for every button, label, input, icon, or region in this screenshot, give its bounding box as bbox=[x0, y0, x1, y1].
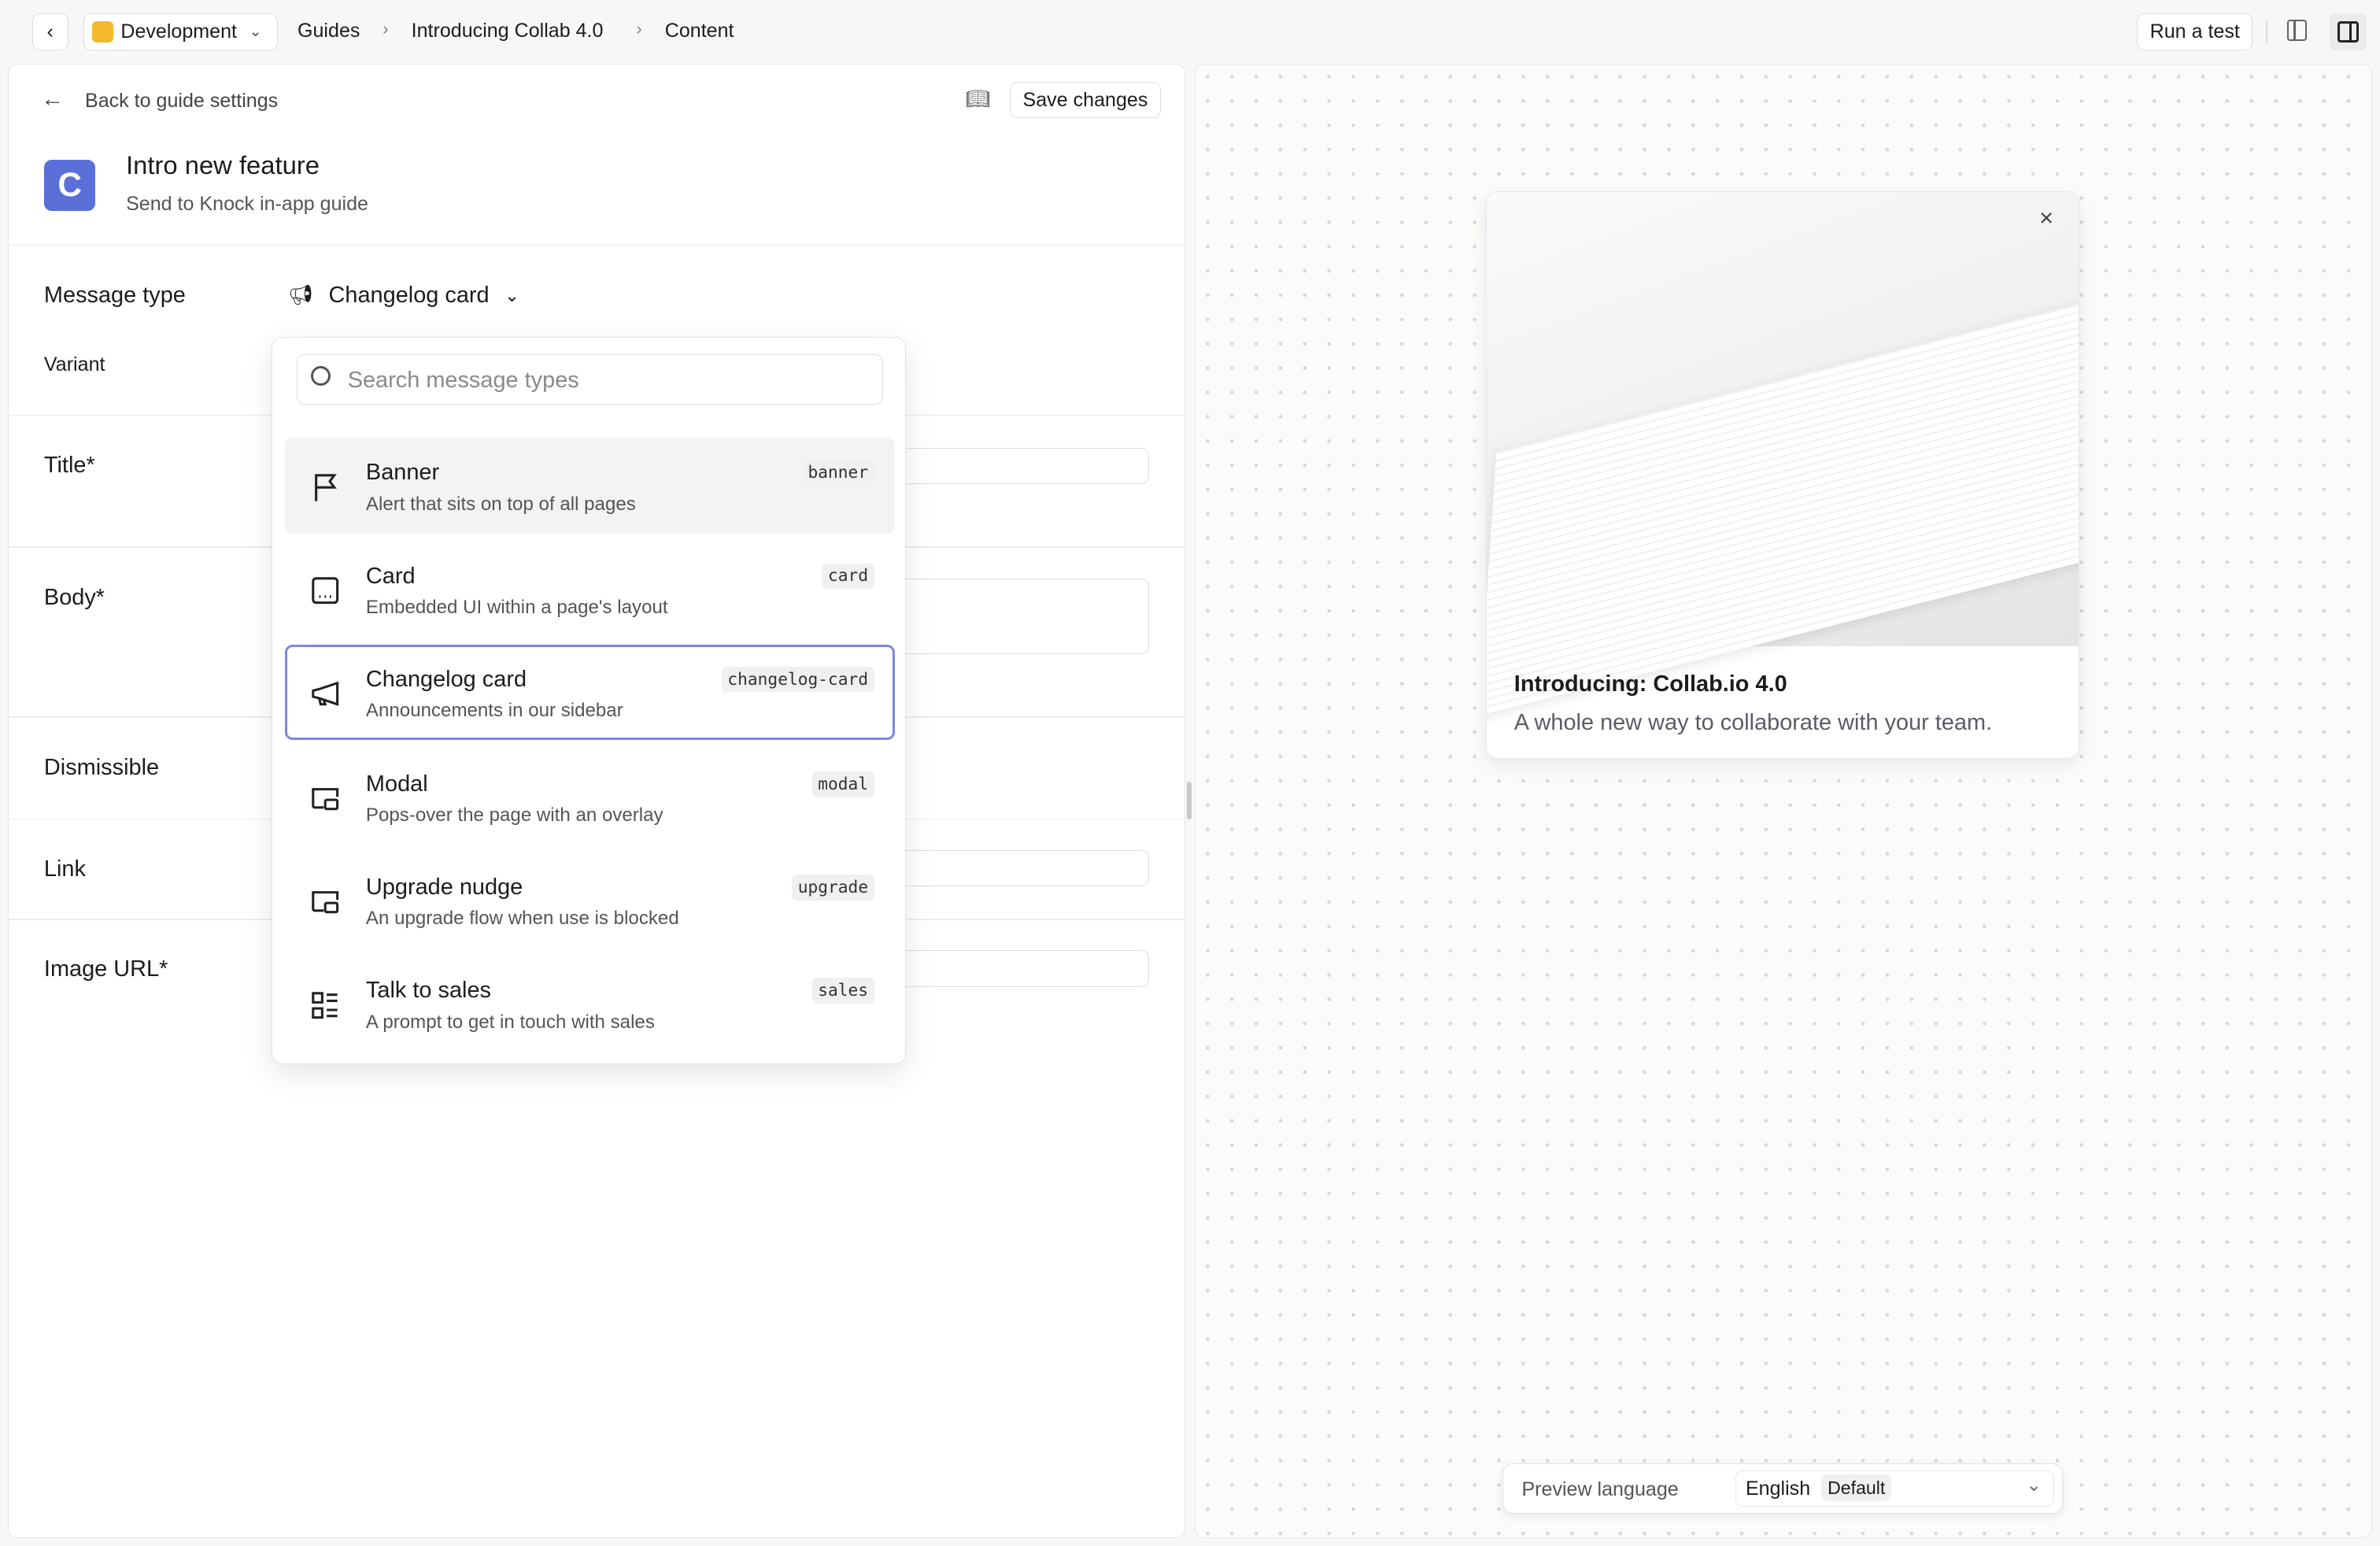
book-icon[interactable]: 📖︎ bbox=[965, 87, 991, 110]
option-description: Pops-over the page with an overlay bbox=[365, 804, 663, 827]
close-icon[interactable]: × bbox=[2039, 204, 2054, 232]
preview-language-bar: Preview language English Default ⌄ bbox=[1502, 1463, 2063, 1514]
chevron-down-icon: ⌄ bbox=[504, 284, 520, 305]
link-label: Link bbox=[43, 856, 86, 882]
guide-logo: C bbox=[43, 159, 96, 212]
card-title: Introducing: Collab.io 4.0 bbox=[1513, 671, 1787, 697]
option-description: Announcements in our sidebar bbox=[365, 700, 623, 722]
option-name: Card bbox=[365, 563, 416, 589]
preview-language-select[interactable]: English Default ⌄ bbox=[1735, 1470, 2055, 1507]
option-upgrade-nudge[interactable]: Upgrade nudge An upgrade flow when use i… bbox=[285, 853, 895, 949]
default-badge: Default bbox=[1821, 1474, 1892, 1502]
chevron-down-icon: ⌄ bbox=[249, 24, 262, 41]
breadcrumb-guides[interactable]: Guides bbox=[298, 20, 360, 43]
megaphone-icon: 📢︎ bbox=[288, 283, 314, 306]
option-card[interactable]: Card Embedded UI within a page's layout … bbox=[285, 542, 895, 638]
message-type-dropdown: Search message types Banner Alert that s… bbox=[272, 337, 907, 1064]
environment-label: Development bbox=[120, 20, 238, 43]
chevron-right-icon: › bbox=[636, 18, 642, 39]
image-url-input[interactable] bbox=[906, 950, 1149, 987]
title-label: Title* bbox=[43, 452, 95, 478]
modal-icon bbox=[309, 782, 342, 815]
option-name: Modal bbox=[365, 771, 428, 797]
megaphone-icon bbox=[309, 677, 342, 710]
list-icon bbox=[309, 989, 342, 1022]
panel-left-icon[interactable] bbox=[2287, 20, 2308, 42]
image-url-label: Image URL* bbox=[43, 956, 168, 982]
branch-icon bbox=[91, 20, 113, 43]
resize-handle[interactable] bbox=[1187, 782, 1192, 820]
option-key: upgrade bbox=[792, 874, 874, 901]
option-key: sales bbox=[811, 978, 874, 1004]
divider bbox=[7, 244, 1186, 246]
option-key: modal bbox=[811, 771, 874, 797]
screenshot-mockup bbox=[1487, 290, 2079, 716]
option-key: changelog-card bbox=[721, 666, 874, 693]
chevron-down-icon: ⌄ bbox=[2026, 1474, 2042, 1495]
option-description: An upgrade flow when use is blocked bbox=[365, 908, 679, 930]
option-description: A prompt to get in touch with sales bbox=[365, 1011, 655, 1033]
flag-icon bbox=[309, 471, 342, 504]
changelog-card-preview: × Introducing: Collab.io 4.0 A whole new… bbox=[1486, 191, 2080, 760]
option-name: Banner bbox=[365, 460, 440, 486]
body-textarea[interactable] bbox=[906, 578, 1149, 655]
chevron-right-icon: › bbox=[382, 18, 389, 39]
card-body: A whole new way to collaborate with your… bbox=[1513, 709, 1993, 735]
option-name: Changelog card bbox=[365, 666, 527, 692]
search-icon bbox=[311, 365, 331, 386]
arrow-left-icon[interactable]: ← bbox=[41, 86, 64, 112]
option-modal[interactable]: Modal Pops-over the page with an overlay… bbox=[285, 749, 895, 845]
dismissible-label: Dismissible bbox=[43, 754, 160, 780]
message-type-label: Message type bbox=[43, 282, 186, 308]
body-label: Body* bbox=[43, 584, 105, 610]
language-value: English bbox=[1745, 1477, 1811, 1500]
option-key: banner bbox=[801, 460, 874, 486]
search-placeholder: Search message types bbox=[347, 367, 579, 393]
breadcrumb-content: Content bbox=[664, 20, 734, 43]
card-icon bbox=[309, 574, 342, 607]
preview-language-label: Preview language bbox=[1521, 1478, 1679, 1500]
message-type-select[interactable]: 📢︎ Changelog card ⌄ bbox=[288, 283, 519, 309]
option-description: Embedded UI within a page's layout bbox=[365, 597, 668, 619]
search-message-types-input[interactable]: Search message types bbox=[297, 354, 883, 405]
chevron-left-icon: ‹ bbox=[46, 20, 54, 43]
option-banner[interactable]: Banner Alert that sits on top of all pag… bbox=[284, 438, 895, 534]
option-changelog-card[interactable]: Changelog card Announcements in our side… bbox=[284, 644, 895, 741]
title-input[interactable] bbox=[906, 447, 1149, 485]
panel-right-icon bbox=[2338, 20, 2360, 43]
variant-label: Variant bbox=[43, 353, 105, 376]
nav-back-button[interactable]: ‹ bbox=[31, 13, 68, 50]
divider bbox=[2266, 20, 2268, 44]
guide-subtitle: Send to Knock in-app guide bbox=[126, 192, 368, 215]
panel-right-toggle[interactable] bbox=[2330, 13, 2367, 50]
message-type-value: Changelog card bbox=[328, 282, 490, 308]
environment-selector[interactable]: Development ⌄ bbox=[83, 13, 278, 50]
back-to-settings-link[interactable]: Back to guide settings bbox=[85, 89, 279, 112]
option-talk-to-sales[interactable]: Talk to sales A prompt to get in touch w… bbox=[285, 956, 895, 1052]
modal-icon bbox=[309, 885, 342, 918]
option-description: Alert that sits on top of all pages bbox=[365, 493, 636, 515]
option-name: Talk to sales bbox=[365, 978, 491, 1004]
guide-title: Intro new feature bbox=[126, 150, 320, 179]
option-key: card bbox=[822, 563, 874, 590]
breadcrumb-guide[interactable]: Introducing Collab 4.0 bbox=[411, 20, 604, 43]
link-input[interactable] bbox=[906, 850, 1149, 887]
save-changes-button[interactable]: Save changes bbox=[1009, 82, 1162, 119]
preview-image bbox=[1487, 192, 2079, 716]
run-test-button[interactable]: Run a test bbox=[2137, 13, 2253, 50]
option-name: Upgrade nudge bbox=[365, 874, 523, 900]
